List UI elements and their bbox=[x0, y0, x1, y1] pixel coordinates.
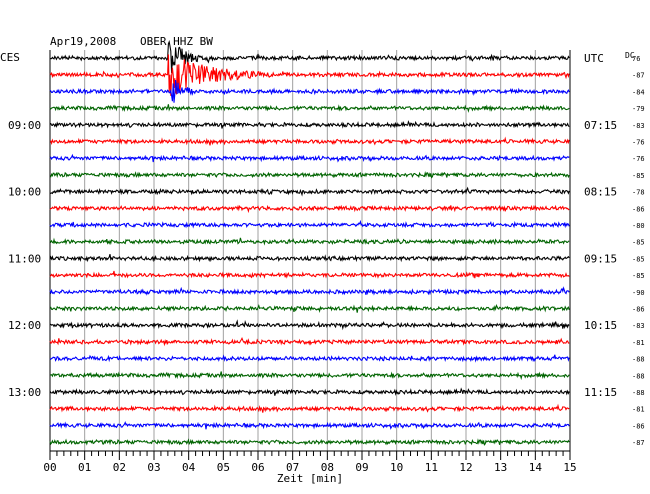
trace-row-11 bbox=[49, 237, 570, 246]
dc-offset-label: -76 bbox=[632, 155, 645, 163]
trace-row-8 bbox=[49, 186, 570, 197]
x-tick-label: 04 bbox=[182, 461, 196, 474]
trace-row-18 bbox=[49, 354, 570, 363]
trace-row-13 bbox=[49, 270, 570, 279]
dc-offset-label: -85 bbox=[632, 172, 645, 180]
trace-row-14 bbox=[49, 286, 570, 296]
trace-row-15 bbox=[49, 304, 570, 314]
x-tick-label: 10 bbox=[390, 461, 403, 474]
dc-offset-label: -83 bbox=[632, 322, 645, 330]
right-time-label: UTC bbox=[584, 52, 604, 65]
x-tick-label: 12 bbox=[459, 461, 472, 474]
left-time-label: 13:00 bbox=[8, 386, 41, 399]
dc-offset-label: -86 bbox=[632, 422, 645, 430]
dc-offset-label: 76 bbox=[632, 55, 640, 63]
x-tick-label: 06 bbox=[251, 461, 264, 474]
right-time-label: 09:15 bbox=[584, 252, 617, 265]
dc-label: DC bbox=[625, 51, 635, 60]
trace-row-21 bbox=[49, 403, 570, 413]
dc-offset-label: -78 bbox=[632, 189, 645, 197]
trace-row-16 bbox=[49, 319, 570, 331]
header-station: OBER HHZ BW bbox=[140, 35, 213, 48]
dc-offset-label: -88 bbox=[632, 372, 645, 380]
trace-row-12 bbox=[49, 254, 570, 263]
left-timezone-label: CES bbox=[0, 51, 20, 64]
dc-offset-label: -90 bbox=[632, 289, 645, 297]
x-tick-label: 11 bbox=[425, 461, 438, 474]
trace-row-4 bbox=[50, 120, 570, 129]
x-tick-label: 02 bbox=[113, 461, 126, 474]
trace-row-1 bbox=[49, 54, 570, 96]
grid-lines bbox=[49, 50, 571, 451]
trace-row-7 bbox=[49, 171, 570, 179]
dc-offset-label: -85 bbox=[632, 255, 645, 263]
dc-offset-label: -76 bbox=[632, 139, 645, 147]
x-tick-label: 09 bbox=[355, 461, 368, 474]
x-tick-label: 08 bbox=[321, 461, 334, 474]
dc-offset-label: -85 bbox=[632, 272, 645, 280]
trace-row-10 bbox=[49, 219, 570, 229]
x-tick-label: 15 bbox=[563, 461, 576, 474]
dc-offset-label: -88 bbox=[632, 356, 645, 364]
x-axis-label: Zeit [min] bbox=[277, 472, 343, 485]
x-tick-label: 14 bbox=[529, 461, 543, 474]
x-tick-label: 00 bbox=[43, 461, 56, 474]
trace-row-6 bbox=[49, 153, 570, 163]
x-tick-label: 03 bbox=[147, 461, 160, 474]
dc-offset-label: -86 bbox=[632, 306, 645, 314]
trace-row-3 bbox=[49, 104, 570, 113]
left-time-label: 12:00 bbox=[8, 319, 41, 332]
right-time-label: 07:15 bbox=[584, 119, 617, 132]
dc-offset-label: -81 bbox=[632, 406, 645, 414]
trace-row-17 bbox=[49, 336, 570, 347]
trace-row-20 bbox=[49, 387, 570, 396]
x-tick-label: 07 bbox=[286, 461, 299, 474]
trace-row-0 bbox=[49, 39, 570, 74]
dc-offset-label: -84 bbox=[632, 88, 645, 96]
dc-offset-label: -86 bbox=[632, 205, 645, 213]
left-time-label: 10:00 bbox=[8, 186, 41, 199]
trace-row-9 bbox=[49, 204, 570, 214]
time-labels: 76 -87 -84 -79 -83 -76 -76 -85 -78 -86 -80 -85 -85 -8… bbox=[8, 52, 645, 447]
dc-offset-label: -85 bbox=[632, 239, 645, 247]
right-time-label: 11:15 bbox=[584, 386, 617, 399]
dc-offset-label: -83 bbox=[632, 122, 645, 130]
x-axis: 00 01 02 03 04 05 06 07 08 09 10 11 12 13 14 15 bbox=[43, 450, 577, 474]
trace-row-19 bbox=[49, 371, 570, 381]
right-time-label: 08:15 bbox=[584, 186, 617, 199]
dc-offset-label: -87 bbox=[632, 72, 645, 80]
right-time-label: 10:15 bbox=[584, 319, 617, 332]
trace-row-23 bbox=[49, 438, 570, 446]
left-time-label: 11:00 bbox=[8, 252, 41, 265]
dc-offset-label: -88 bbox=[632, 389, 645, 397]
trace-rows bbox=[49, 39, 570, 446]
trace-row-22 bbox=[49, 420, 570, 430]
left-time-label: 09:00 bbox=[8, 119, 41, 132]
dc-offset-label: -80 bbox=[632, 222, 645, 230]
x-tick-label: 13 bbox=[494, 461, 507, 474]
dc-offset-label: -87 bbox=[632, 439, 645, 447]
dc-offset-label: -81 bbox=[632, 339, 645, 347]
trace-row-2 bbox=[49, 79, 570, 103]
x-tick-label: 05 bbox=[217, 461, 230, 474]
trace-row-5 bbox=[49, 136, 570, 146]
header-date: Apr19,2008 bbox=[50, 35, 116, 48]
dc-offset-label: -79 bbox=[632, 105, 645, 113]
x-tick-label: 01 bbox=[78, 461, 91, 474]
